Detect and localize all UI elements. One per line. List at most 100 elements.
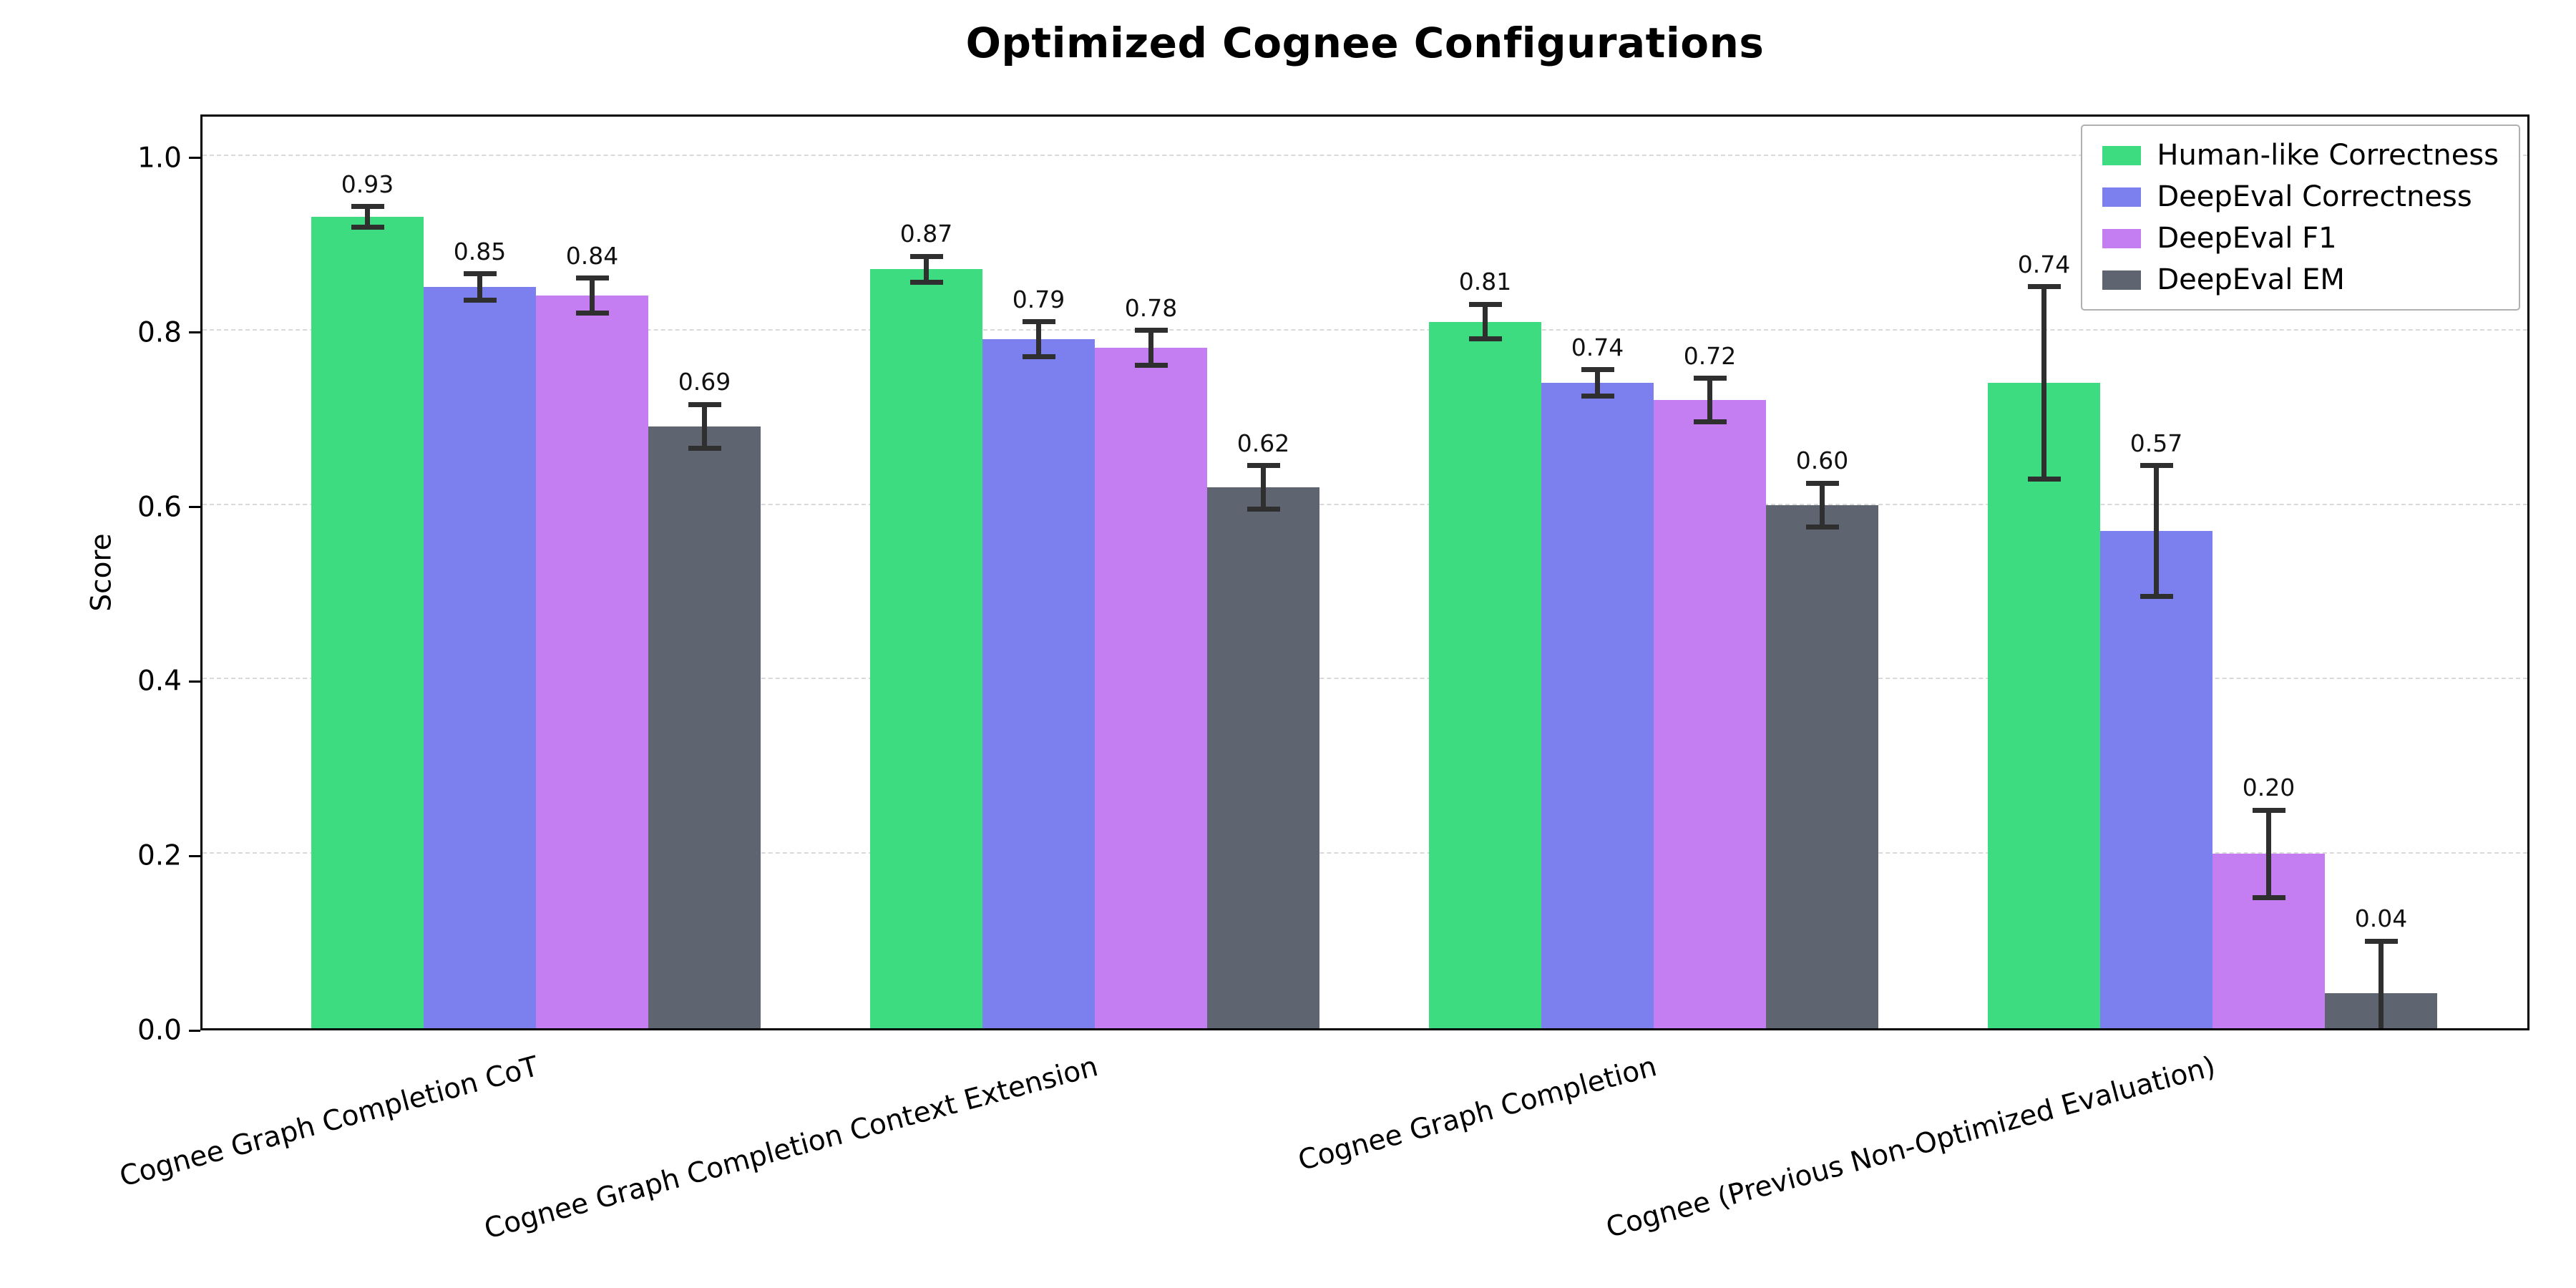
bar-value-label: 0.62 bbox=[1236, 429, 1290, 457]
error-bar-cap-bottom bbox=[1134, 363, 1168, 369]
bar bbox=[1541, 382, 1654, 1028]
error-bar bbox=[1261, 465, 1266, 509]
error-bar-cap-bottom bbox=[463, 297, 497, 303]
error-bar bbox=[1036, 321, 1041, 357]
bar bbox=[1429, 321, 1541, 1028]
error-bar-cap-bottom bbox=[688, 445, 721, 451]
error-bar-cap-bottom bbox=[575, 310, 609, 316]
bar bbox=[870, 269, 982, 1028]
error-bar-cap-top bbox=[1022, 319, 1055, 325]
bar-value-label: 0.74 bbox=[1571, 333, 1624, 361]
legend-item: Human-like Correctness bbox=[2102, 139, 2499, 172]
error-bar bbox=[1148, 330, 1153, 366]
error-bar bbox=[1707, 378, 1712, 422]
x-tick-label: Cognee (Previous Non-Optimized Evaluatio… bbox=[1602, 1050, 2219, 1245]
y-tick-label: 0.4 bbox=[137, 665, 182, 698]
y-axis-label: Score bbox=[85, 533, 118, 612]
bar bbox=[1988, 382, 2100, 1028]
y-tick-mark bbox=[189, 157, 200, 160]
error-bar bbox=[1820, 483, 1825, 527]
bar bbox=[982, 338, 1095, 1028]
bar bbox=[1654, 400, 1766, 1028]
y-tick-mark bbox=[189, 854, 200, 857]
legend-swatch bbox=[2102, 145, 2142, 165]
error-bar bbox=[477, 273, 482, 301]
bar-value-label: 0.85 bbox=[453, 237, 507, 265]
bar-value-label: 0.57 bbox=[2129, 429, 2183, 457]
bar-value-label: 0.78 bbox=[1124, 293, 1178, 322]
error-bar bbox=[2041, 286, 2046, 479]
error-bar-cap-bottom bbox=[2252, 894, 2285, 900]
error-bar-cap-bottom bbox=[2027, 476, 2061, 482]
bar bbox=[1095, 348, 1207, 1028]
error-bar-cap-bottom bbox=[351, 225, 384, 230]
legend-label: DeepEval Correctness bbox=[2157, 180, 2472, 213]
bar-value-label: 0.84 bbox=[565, 241, 619, 270]
bar-value-label: 0.79 bbox=[1012, 285, 1065, 313]
bar bbox=[1766, 504, 1878, 1028]
error-bar-cap-top bbox=[1805, 480, 1839, 486]
chart-title: Optimized Cognee Configurations bbox=[965, 19, 1765, 67]
error-bar bbox=[2154, 465, 2159, 597]
bar-value-label: 0.72 bbox=[1683, 341, 1737, 370]
error-bar-cap-bottom bbox=[909, 280, 943, 286]
error-bar-cap-top bbox=[1246, 463, 1280, 469]
bar-value-label: 0.81 bbox=[1458, 268, 1512, 296]
legend-swatch bbox=[2102, 228, 2142, 248]
error-bar-cap-top bbox=[351, 204, 384, 210]
legend-item: DeepEval F1 bbox=[2102, 222, 2499, 255]
error-bar-cap-bottom bbox=[2140, 594, 2173, 600]
y-tick-label: 0.2 bbox=[137, 839, 182, 872]
legend: Human-like Correctness DeepEval Correctne… bbox=[2081, 125, 2520, 311]
bar-value-label: 0.74 bbox=[2017, 250, 2071, 278]
error-bar-cap-top bbox=[2140, 463, 2173, 469]
error-bar-cap-top bbox=[2027, 284, 2061, 290]
gridline bbox=[203, 852, 2527, 854]
bar bbox=[2100, 531, 2212, 1028]
error-bar-cap-top bbox=[1693, 376, 1727, 381]
y-tick-mark bbox=[189, 331, 200, 334]
error-bar-cap-top bbox=[2252, 807, 2285, 813]
error-bar-cap-top bbox=[1468, 301, 1502, 307]
bar-value-label: 0.60 bbox=[1795, 447, 1849, 475]
legend-label: DeepEval F1 bbox=[2157, 222, 2337, 255]
error-bar-cap-top bbox=[1581, 367, 1614, 373]
error-bar-cap-bottom bbox=[1693, 419, 1727, 425]
error-bar-cap-top bbox=[2364, 938, 2398, 944]
legend-swatch bbox=[2102, 270, 2142, 290]
bar bbox=[424, 286, 536, 1028]
gridline bbox=[203, 503, 2527, 505]
bar bbox=[536, 296, 648, 1028]
gridline bbox=[203, 154, 2527, 156]
error-bar bbox=[365, 206, 370, 228]
legend-label: Human-like Correctness bbox=[2157, 139, 2499, 172]
error-bar bbox=[590, 278, 595, 313]
error-bar-cap-bottom bbox=[1805, 524, 1839, 530]
bar-value-label: 0.20 bbox=[2242, 774, 2296, 802]
y-tick-label: 1.0 bbox=[137, 142, 182, 175]
error-bar-cap-top bbox=[1134, 328, 1168, 333]
error-bar-cap-bottom bbox=[1581, 393, 1614, 399]
gridline bbox=[203, 678, 2527, 680]
y-tick-label: 0.8 bbox=[137, 316, 182, 349]
error-bar-cap-top bbox=[463, 271, 497, 277]
legend-swatch bbox=[2102, 187, 2142, 207]
bar bbox=[648, 426, 761, 1028]
x-tick-label: Cognee Graph Completion Context Extensio… bbox=[480, 1050, 1101, 1246]
error-bar-cap-bottom bbox=[1022, 353, 1055, 359]
error-bar-cap-top bbox=[575, 275, 609, 281]
error-bar-cap-bottom bbox=[1246, 507, 1280, 512]
x-tick-label: Cognee Graph Completion bbox=[1294, 1050, 1660, 1178]
error-bar bbox=[1595, 369, 1600, 396]
gridline bbox=[203, 328, 2527, 331]
error-bar bbox=[2266, 810, 2271, 898]
error-bar bbox=[2379, 941, 2384, 1028]
x-tick-label: Cognee Graph Completion CoT bbox=[116, 1050, 542, 1194]
bar bbox=[311, 217, 424, 1028]
y-tick-mark bbox=[189, 506, 200, 509]
bar-value-label: 0.87 bbox=[899, 220, 953, 248]
error-bar-cap-top bbox=[688, 401, 721, 407]
error-bar bbox=[702, 404, 707, 449]
bar bbox=[1207, 487, 1319, 1028]
